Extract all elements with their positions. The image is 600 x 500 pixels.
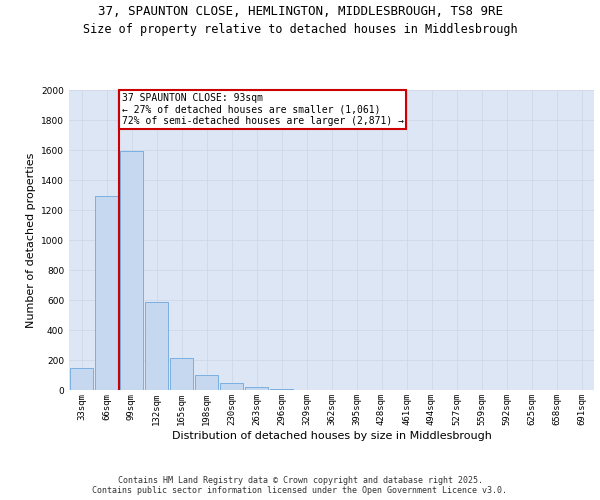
Text: 37 SPAUNTON CLOSE: 93sqm
← 27% of detached houses are smaller (1,061)
72% of sem: 37 SPAUNTON CLOSE: 93sqm ← 27% of detach…: [121, 93, 404, 126]
Bar: [220, 383, 243, 390]
Text: Contains HM Land Registry data © Crown copyright and database right 2025.
Contai: Contains HM Land Registry data © Crown c…: [92, 476, 508, 495]
Bar: [170, 358, 193, 390]
Bar: [270, 389, 293, 390]
Bar: [195, 375, 218, 390]
Text: 37, SPAUNTON CLOSE, HEMLINGTON, MIDDLESBROUGH, TS8 9RE: 37, SPAUNTON CLOSE, HEMLINGTON, MIDDLESB…: [97, 5, 503, 18]
Y-axis label: Number of detached properties: Number of detached properties: [26, 152, 35, 328]
Bar: [145, 302, 168, 390]
Bar: [120, 151, 143, 390]
Bar: [245, 386, 268, 390]
Bar: [95, 196, 118, 390]
Bar: [70, 368, 93, 390]
X-axis label: Distribution of detached houses by size in Middlesbrough: Distribution of detached houses by size …: [172, 430, 491, 440]
Text: Size of property relative to detached houses in Middlesbrough: Size of property relative to detached ho…: [83, 22, 517, 36]
